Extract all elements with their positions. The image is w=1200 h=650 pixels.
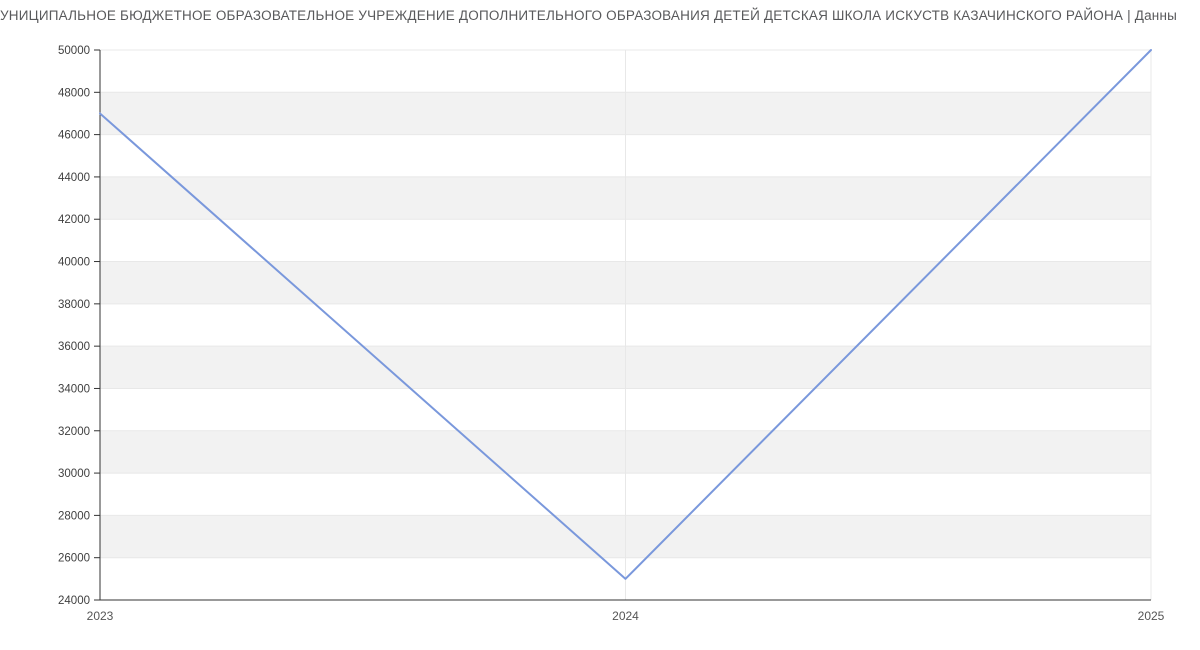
y-axis-tick-label: 30000 xyxy=(58,468,90,480)
y-axis-tick-label: 32000 xyxy=(58,426,90,438)
y-axis-tick-label: 38000 xyxy=(58,299,90,311)
x-axis-tick-label: 2023 xyxy=(87,609,114,623)
y-axis-tick-label: 26000 xyxy=(58,553,90,565)
y-axis-tick-label: 28000 xyxy=(58,510,90,522)
x-axis-tick-label: 2024 xyxy=(612,609,639,623)
y-axis-tick-label: 40000 xyxy=(58,257,90,269)
chart-title: УНИЦИПАЛЬНОЕ БЮДЖЕТНОЕ ОБРАЗОВАТЕЛЬНОЕ У… xyxy=(0,8,1178,23)
series-line xyxy=(99,49,1152,580)
y-axis-tick-label: 36000 xyxy=(58,341,90,353)
y-axis-tick-label: 50000 xyxy=(58,45,90,57)
y-axis-tick-label: 42000 xyxy=(58,214,90,226)
y-axis-tick-label: 34000 xyxy=(58,383,90,395)
y-axis-tick-label: 24000 xyxy=(58,595,90,607)
y-axis-tick-label: 46000 xyxy=(58,130,90,142)
y-axis-tick-label: 48000 xyxy=(58,87,90,99)
y-axis-tick-label: 44000 xyxy=(58,172,90,184)
x-axis-tick-label: 2025 xyxy=(1138,609,1165,623)
